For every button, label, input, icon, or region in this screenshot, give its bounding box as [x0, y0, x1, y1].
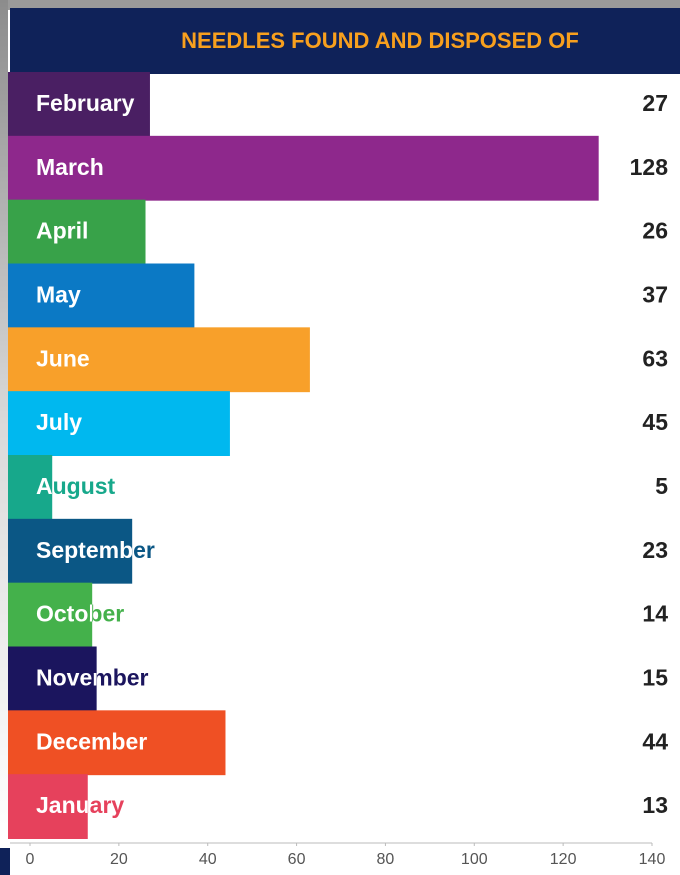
header: [10, 8, 680, 74]
bar: [8, 455, 53, 520]
bar: [8, 710, 226, 776]
category-label: September: [36, 537, 155, 563]
category-label: July: [36, 409, 82, 435]
category-label: September: [36, 537, 155, 563]
value-label: 63: [642, 345, 668, 371]
category-label: January: [36, 792, 124, 818]
value-label: 13: [642, 792, 668, 818]
value-label: 15: [642, 664, 668, 690]
x-tick-label: 100: [461, 851, 488, 868]
bar: [8, 774, 88, 839]
x-tick-label: 140: [639, 851, 666, 868]
chart-title: NEEDLES FOUND AND DISPOSED OF: [181, 28, 579, 53]
category-label: August: [36, 473, 116, 499]
bar: [8, 391, 230, 456]
category-label: June: [36, 345, 90, 371]
value-label: 5: [655, 473, 668, 499]
bar: [8, 263, 195, 329]
x-tick-label: 60: [288, 851, 306, 868]
value-label: 44: [642, 728, 668, 754]
bar: [8, 646, 97, 712]
value-label: 14: [642, 601, 668, 627]
category-label: May: [36, 281, 81, 307]
x-tick-label: 80: [377, 851, 395, 868]
x-tick-label: 120: [550, 851, 577, 868]
value-label: 27: [642, 90, 668, 116]
value-label: 23: [642, 537, 668, 563]
category-label: December: [36, 728, 147, 754]
category-label: February: [36, 90, 135, 116]
category-label: April: [36, 218, 88, 244]
value-label: 37: [642, 281, 668, 307]
left-band: [0, 0, 8, 840]
corner-mark: [0, 848, 10, 875]
top-band: [0, 0, 680, 10]
category-label: April: [36, 218, 88, 244]
bar: [8, 327, 310, 393]
bar: [8, 582, 93, 648]
category-label: January: [36, 792, 124, 818]
category-label: December: [36, 728, 147, 754]
category-label: November: [36, 664, 149, 690]
category-label: May: [36, 281, 81, 307]
bar: [8, 135, 599, 201]
bar: [8, 72, 150, 137]
category-label: November: [36, 664, 149, 690]
x-tick-label: 0: [26, 851, 35, 868]
category-label: February: [36, 90, 135, 116]
x-tick-label: 20: [110, 851, 128, 868]
category-label: June: [36, 345, 90, 371]
category-label: October: [36, 601, 124, 627]
category-label: July: [36, 409, 82, 435]
value-label: 45: [642, 409, 668, 435]
category-label: October: [36, 601, 124, 627]
x-tick-label: 40: [199, 851, 217, 868]
category-label: August: [36, 473, 116, 499]
value-label: 128: [630, 154, 669, 180]
bar: [8, 199, 146, 265]
value-label: 26: [642, 218, 668, 244]
bar: [8, 518, 133, 584]
category-label: March: [36, 154, 104, 180]
category-label: March: [36, 154, 104, 180]
